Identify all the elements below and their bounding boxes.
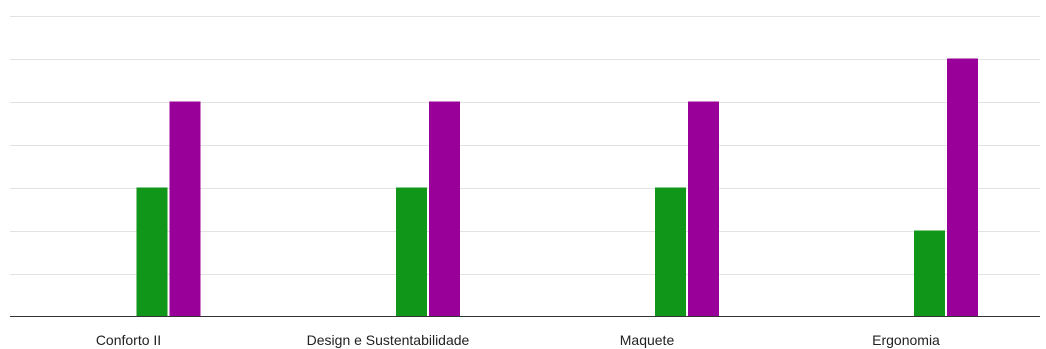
category-label: Conforto II xyxy=(96,332,161,348)
bar-series-1-design-e-sustentabilidade[interactable] xyxy=(396,187,427,317)
category-label: Ergonomia xyxy=(872,332,940,348)
bar-series-2-conforto-ii[interactable] xyxy=(169,101,201,317)
category-label: Design e Sustentabilidade xyxy=(307,332,470,348)
bar-series-2-design-e-sustentabilidade[interactable] xyxy=(429,101,460,317)
bar-series-1-conforto-ii[interactable] xyxy=(136,187,168,317)
bar-series-1-ergonomia[interactable] xyxy=(914,230,945,317)
bars xyxy=(136,58,978,317)
bar-series-2-maquete[interactable] xyxy=(688,101,719,317)
category-label: Maquete xyxy=(620,332,675,348)
bar-series-1-maquete[interactable] xyxy=(655,187,686,317)
category-labels: Conforto II Design e Sustentabilidade Maqu… xyxy=(96,332,940,348)
bar-series-2-ergonomia[interactable] xyxy=(947,58,978,317)
